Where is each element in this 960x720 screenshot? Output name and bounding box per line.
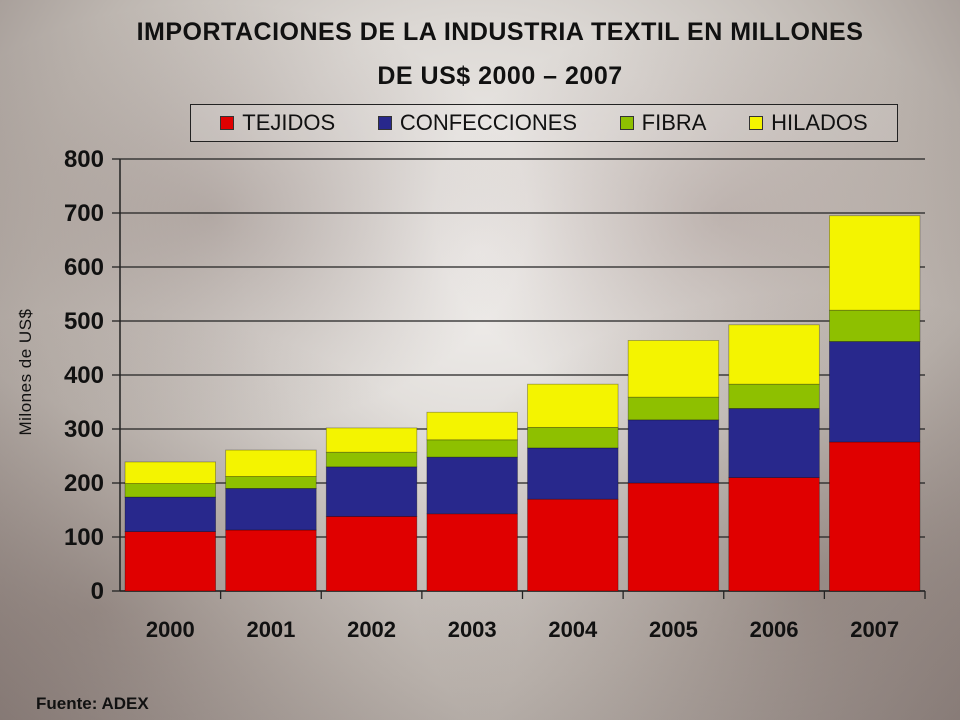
bar-hilados-2003 xyxy=(426,411,518,441)
x-tick-label: 2001 xyxy=(246,617,295,642)
legend-item-confecciones: CONFECCIONES xyxy=(377,110,578,136)
bar-tejidos-2004 xyxy=(527,498,619,592)
bar-hilados-2001 xyxy=(225,449,317,477)
bar-confecciones-2003 xyxy=(426,456,518,515)
bar-confecciones-2007 xyxy=(829,341,921,443)
bar-fibra-2007 xyxy=(829,309,921,342)
legend-item-hilados: HILADOS xyxy=(749,110,868,136)
legend-swatch-fibra xyxy=(619,116,634,130)
legend: TEJIDOS CONFECCIONES FIBRA HILADOS xyxy=(190,104,898,142)
bar-fibra-2002 xyxy=(325,451,418,468)
x-tick-label: 2006 xyxy=(750,617,799,642)
bar-fibra-2005 xyxy=(627,396,720,421)
bar-tejidos-2002 xyxy=(325,516,418,592)
y-tick-label: 100 xyxy=(64,524,104,551)
bar-fibra-2004 xyxy=(527,426,619,449)
bar-hilados-2004 xyxy=(527,383,619,428)
legend-swatch-hilados xyxy=(749,116,764,130)
x-tick-label: 2005 xyxy=(649,617,698,642)
bar-tejidos-2003 xyxy=(426,513,518,592)
bar-tejidos-2007 xyxy=(829,441,921,592)
legend-label-confecciones: CONFECCIONES xyxy=(399,110,578,135)
x-tick-label: 2000 xyxy=(146,617,195,642)
legend-label-tejidos: TEJIDOS xyxy=(242,110,336,135)
bar-hilados-2006 xyxy=(728,324,820,385)
bar-confecciones-2000 xyxy=(124,496,216,533)
bar-hilados-2002 xyxy=(325,427,418,453)
bar-confecciones-2002 xyxy=(325,466,418,517)
bar-confecciones-2004 xyxy=(527,447,619,500)
bar-tejidos-2001 xyxy=(225,529,317,592)
bar-fibra-2003 xyxy=(426,439,518,458)
bar-tejidos-2000 xyxy=(124,531,216,592)
y-tick-label: 300 xyxy=(64,416,104,443)
legend-item-fibra: FIBRA xyxy=(619,110,707,136)
bar-fibra-2000 xyxy=(124,483,216,498)
bar-confecciones-2006 xyxy=(728,408,820,479)
bar-fibra-2006 xyxy=(728,383,820,409)
bar-fibra-2001 xyxy=(225,476,317,489)
legend-label-hilados: HILADOS xyxy=(771,110,868,135)
chart-title-line1: IMPORTACIONES DE LA INDUSTRIA TEXTIL EN … xyxy=(136,18,864,46)
bar-confecciones-2001 xyxy=(225,487,317,531)
legend-swatch-tejidos xyxy=(220,116,235,130)
chart-title-line2: DE US$ 2000 – 2007 xyxy=(377,62,623,90)
x-tick-label: 2007 xyxy=(850,617,899,642)
y-tick-label: 200 xyxy=(64,470,104,497)
source-note: Fuente: ADEX xyxy=(36,694,149,713)
bar-hilados-2005 xyxy=(627,340,720,398)
legend-item-tejidos: TEJIDOS xyxy=(220,110,335,136)
legend-label-fibra: FIBRA xyxy=(641,110,707,135)
y-tick-label: 400 xyxy=(64,362,104,389)
bar-hilados-2007 xyxy=(829,215,921,311)
x-tick-label: 2002 xyxy=(347,617,396,642)
x-tick-label: 2003 xyxy=(448,617,497,642)
y-tick-label: 800 xyxy=(64,146,104,173)
y-tick-label: 700 xyxy=(64,200,104,227)
y-tick-label: 600 xyxy=(64,254,104,281)
y-tick-label: 500 xyxy=(64,308,104,335)
bar-tejidos-2005 xyxy=(627,482,720,592)
legend-swatch-confecciones xyxy=(377,116,392,130)
bar-hilados-2000 xyxy=(124,461,216,484)
x-tick-label: 2004 xyxy=(548,617,598,642)
bar-confecciones-2005 xyxy=(627,419,720,484)
y-tick-label: 0 xyxy=(91,578,104,605)
bar-tejidos-2006 xyxy=(728,477,820,592)
